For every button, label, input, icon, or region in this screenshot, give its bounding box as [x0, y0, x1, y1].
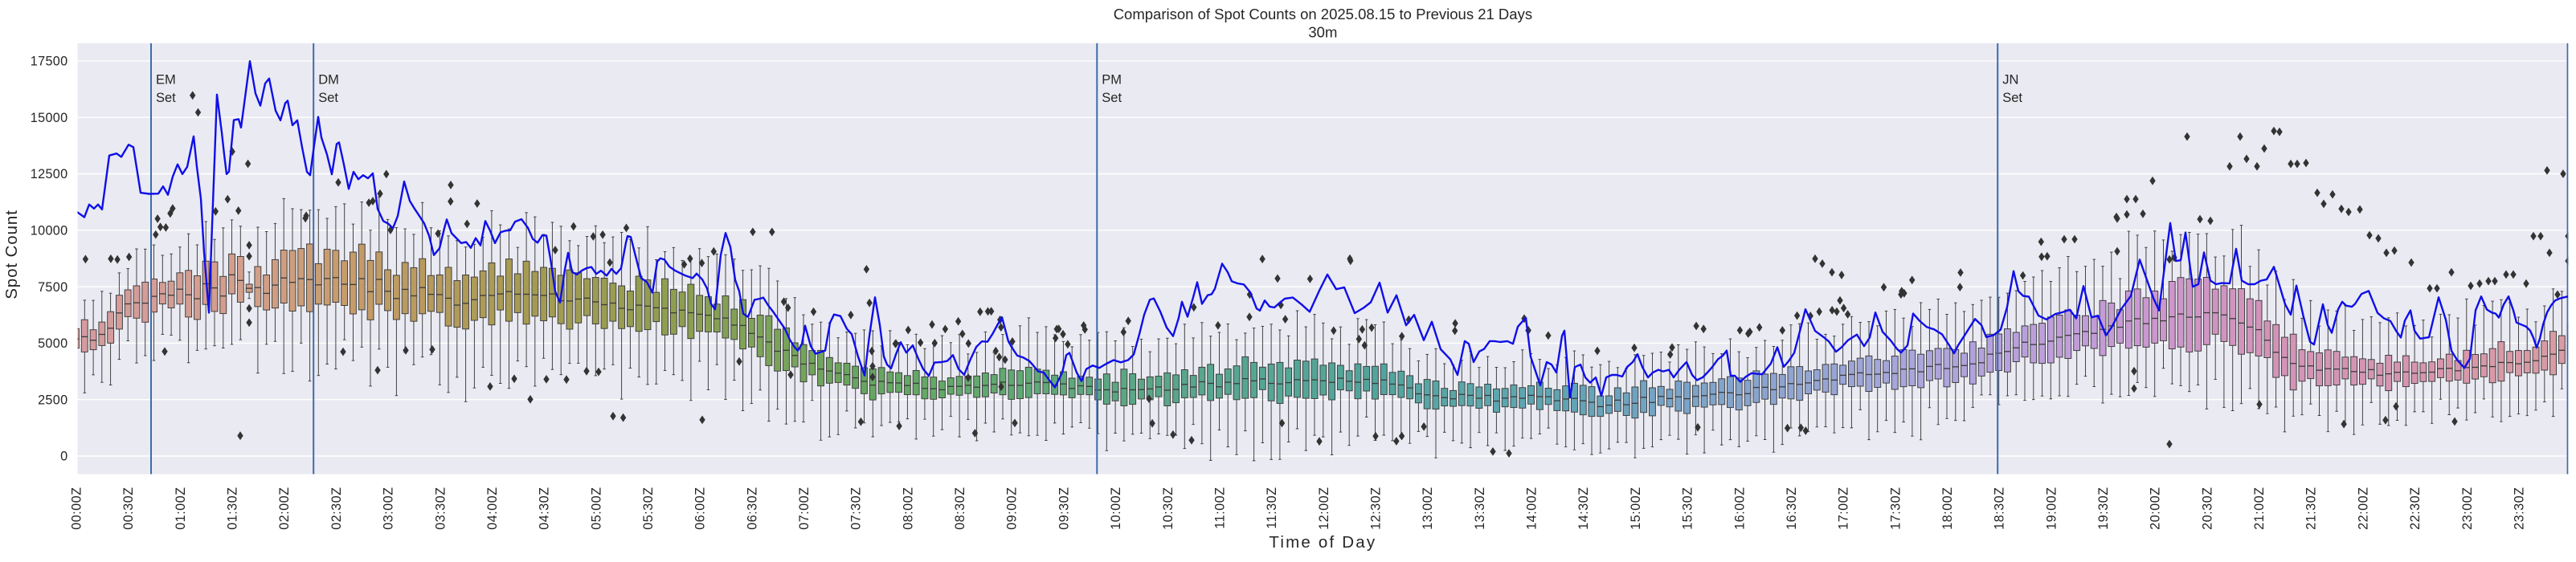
svg-text:08:30Z: 08:30Z [953, 487, 967, 530]
svg-text:02:00Z: 02:00Z [277, 487, 292, 530]
svg-text:16:00Z: 16:00Z [1732, 487, 1747, 530]
svg-text:14:00Z: 14:00Z [1525, 487, 1539, 530]
svg-text:02:30Z: 02:30Z [329, 487, 344, 530]
svg-text:Spot Count: Spot Count [2, 210, 21, 299]
svg-text:18:00Z: 18:00Z [1940, 487, 1955, 530]
svg-text:00:30Z: 00:30Z [121, 487, 136, 530]
svg-text:17500: 17500 [31, 55, 68, 69]
svg-text:22:00Z: 22:00Z [2356, 487, 2370, 530]
svg-text:01:00Z: 01:00Z [174, 487, 188, 530]
svg-text:PM: PM [1102, 73, 1122, 88]
svg-text:12:30Z: 12:30Z [1369, 487, 1384, 530]
svg-text:7500: 7500 [38, 280, 67, 295]
svg-text:JN: JN [2002, 73, 2018, 88]
svg-text:12:00Z: 12:00Z [1317, 487, 1331, 530]
svg-text:07:00Z: 07:00Z [797, 487, 812, 530]
svg-text:16:30Z: 16:30Z [1785, 487, 1799, 530]
svg-text:23:00Z: 23:00Z [2460, 487, 2475, 530]
svg-text:06:30Z: 06:30Z [745, 487, 759, 530]
svg-text:DM: DM [318, 73, 339, 88]
svg-text:0: 0 [60, 450, 67, 464]
svg-text:03:30Z: 03:30Z [433, 487, 448, 530]
svg-text:11:30Z: 11:30Z [1265, 487, 1279, 529]
svg-text:10000: 10000 [31, 224, 68, 238]
svg-text:EM: EM [156, 73, 176, 88]
svg-text:19:30Z: 19:30Z [2096, 487, 2111, 530]
svg-text:Set: Set [2002, 91, 2022, 105]
svg-text:Set: Set [156, 91, 176, 105]
svg-text:Time of Day: Time of Day [1269, 533, 1376, 552]
svg-text:18:30Z: 18:30Z [1993, 487, 2007, 530]
svg-text:22:30Z: 22:30Z [2408, 487, 2423, 530]
svg-text:06:00Z: 06:00Z [693, 487, 708, 530]
svg-text:20:00Z: 20:00Z [2149, 487, 2163, 530]
svg-text:20:30Z: 20:30Z [2200, 487, 2214, 530]
svg-text:Comparison of Spot Counts on 2: Comparison of Spot Counts on 2025.08.15 … [1114, 6, 1532, 22]
svg-text:15:00Z: 15:00Z [1629, 487, 1643, 530]
svg-text:2500: 2500 [38, 393, 67, 407]
svg-text:12500: 12500 [31, 167, 68, 181]
svg-text:05:00Z: 05:00Z [589, 487, 603, 530]
svg-text:04:30Z: 04:30Z [538, 487, 552, 530]
svg-text:08:00Z: 08:00Z [901, 487, 915, 530]
svg-text:15:30Z: 15:30Z [1681, 487, 1695, 530]
svg-text:01:30Z: 01:30Z [226, 487, 240, 530]
svg-text:13:00Z: 13:00Z [1421, 487, 1435, 530]
svg-text:10:30Z: 10:30Z [1161, 487, 1176, 530]
svg-text:21:30Z: 21:30Z [2304, 487, 2319, 530]
svg-text:03:00Z: 03:00Z [382, 487, 396, 530]
svg-text:00:00Z: 00:00Z [70, 487, 84, 530]
svg-text:17:30Z: 17:30Z [1888, 487, 1903, 530]
svg-text:23:30Z: 23:30Z [2513, 487, 2527, 530]
svg-text:15000: 15000 [31, 111, 68, 125]
svg-text:09:30Z: 09:30Z [1057, 487, 1071, 530]
svg-text:13:30Z: 13:30Z [1473, 487, 1487, 530]
svg-text:11:00Z: 11:00Z [1213, 487, 1228, 529]
svg-text:07:30Z: 07:30Z [849, 487, 864, 530]
svg-text:14:30Z: 14:30Z [1576, 487, 1591, 530]
svg-text:Set: Set [318, 91, 338, 105]
svg-text:17:00Z: 17:00Z [1837, 487, 1851, 530]
svg-text:04:00Z: 04:00Z [485, 487, 500, 530]
svg-text:05:30Z: 05:30Z [641, 487, 656, 530]
svg-text:5000: 5000 [38, 336, 67, 351]
svg-text:Set: Set [1102, 91, 1122, 105]
svg-text:10:00Z: 10:00Z [1109, 487, 1123, 530]
svg-text:09:00Z: 09:00Z [1005, 487, 1020, 530]
svg-text:21:00Z: 21:00Z [2252, 487, 2267, 530]
svg-text:30m: 30m [1308, 24, 1337, 41]
svg-text:19:00Z: 19:00Z [2044, 487, 2059, 530]
